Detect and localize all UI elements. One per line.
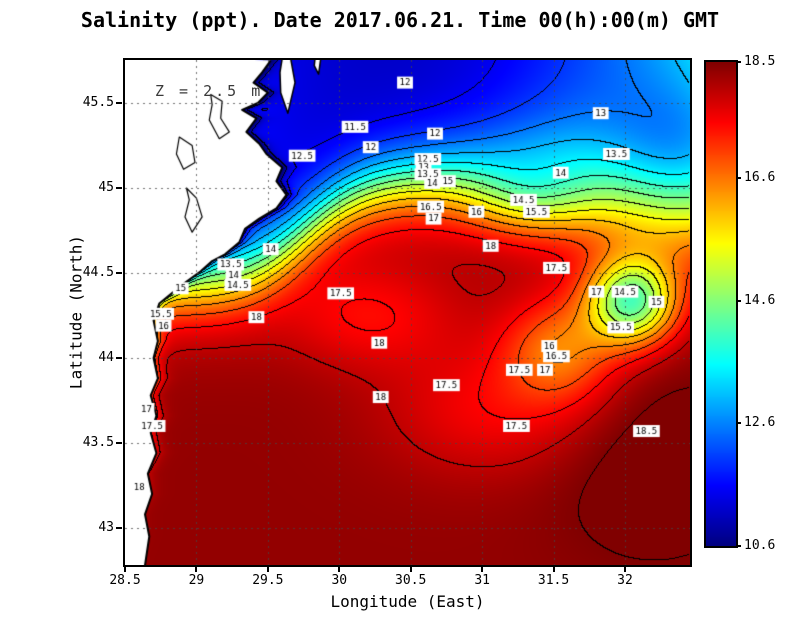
y-tick-mark bbox=[116, 271, 122, 274]
x-tick-mark bbox=[409, 566, 412, 572]
colorbar-tick-label: 12.6 bbox=[744, 415, 776, 431]
x-tick-mark bbox=[124, 566, 126, 572]
y-tick-label: 45.5 bbox=[82, 95, 114, 110]
figure-title: Salinity (ppt). Date 2017.06.21. Time 00… bbox=[80, 8, 720, 32]
y-tick-label: 44 bbox=[98, 349, 114, 365]
y-tick-label: 43 bbox=[98, 519, 114, 535]
y-tick-mark bbox=[116, 356, 122, 359]
x-tick-label: 29.5 bbox=[252, 573, 284, 588]
y-tick-mark bbox=[116, 441, 122, 444]
colorbar-tick-label: 10.6 bbox=[744, 538, 776, 553]
colorbar-tick-mark bbox=[736, 422, 741, 425]
y-tick-mark bbox=[116, 526, 122, 529]
colorbar-tick-label: 14.6 bbox=[744, 292, 776, 308]
salinity-field-canvas bbox=[125, 60, 690, 565]
x-tick-mark bbox=[624, 566, 626, 572]
x-tick-label: 30.5 bbox=[395, 573, 427, 588]
map-plot-area: Z = 2.5 m bbox=[123, 58, 692, 567]
colorbar-gradient-canvas bbox=[706, 62, 736, 546]
colorbar-tick-mark bbox=[736, 545, 741, 547]
colorbar-tick-mark bbox=[736, 177, 741, 180]
x-tick-label: 30 bbox=[331, 573, 348, 588]
depth-annotation: Z = 2.5 m bbox=[155, 82, 264, 100]
colorbar-tick-mark bbox=[736, 61, 741, 63]
x-tick-label: 32 bbox=[617, 573, 633, 588]
x-tick-label: 28.5 bbox=[109, 573, 141, 588]
x-tick-mark bbox=[195, 566, 198, 572]
x-tick-label: 31.5 bbox=[537, 573, 570, 588]
y-tick-label: 45 bbox=[98, 179, 114, 195]
y-tick-label: 43.5 bbox=[82, 434, 114, 450]
y-tick-mark bbox=[116, 102, 122, 104]
colorbar-tick-label: 16.6 bbox=[744, 170, 776, 186]
x-tick-mark bbox=[481, 566, 484, 572]
colorbar-tick-mark bbox=[736, 299, 741, 302]
y-axis-title: Latitude (North) bbox=[66, 234, 86, 390]
x-tick-label: 29 bbox=[188, 573, 205, 588]
y-tick-label: 44.5 bbox=[82, 264, 114, 280]
x-tick-mark bbox=[552, 566, 555, 572]
colorbar bbox=[704, 60, 738, 548]
y-tick-mark bbox=[116, 186, 122, 189]
x-tick-label: 31 bbox=[474, 573, 490, 588]
x-axis-title: Longitude (East) bbox=[330, 592, 485, 611]
x-tick-mark bbox=[338, 566, 341, 572]
colorbar-tick-label: 18.5 bbox=[744, 54, 776, 69]
x-tick-mark bbox=[266, 566, 269, 572]
